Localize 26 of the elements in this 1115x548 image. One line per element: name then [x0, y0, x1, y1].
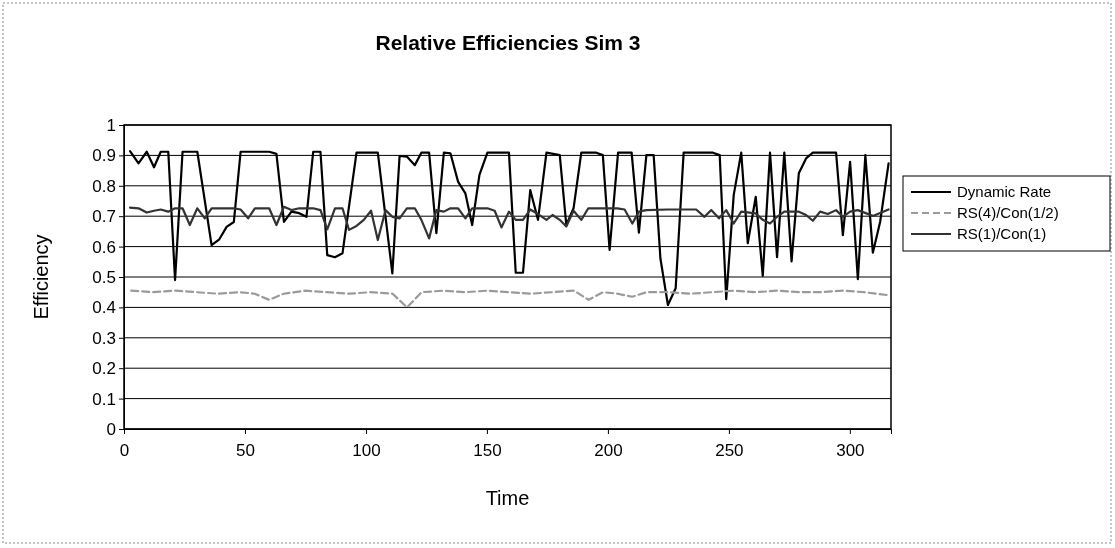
line-series — [130, 289, 890, 309]
y-axis-title: Efficiency — [30, 234, 52, 320]
x-axis-title: Time — [485, 487, 530, 509]
x-tick-label: 150 — [473, 440, 502, 460]
chart-title: Relative Efficiencies Sim 3 — [375, 31, 641, 54]
y-tick-label: 0.5 — [92, 267, 116, 287]
y-tick-label: 0.4 — [92, 298, 116, 318]
legend-label: RS(4)/Con(1/2) — [957, 204, 1059, 221]
y-tick-label: 0.3 — [92, 328, 116, 348]
y-tick-label: 1 — [106, 115, 116, 135]
y-tick-label: 0.6 — [92, 237, 116, 257]
y-tick-label: 0.7 — [92, 207, 116, 227]
y-tick-label: 0.8 — [92, 176, 116, 196]
x-tick-label: 250 — [715, 440, 744, 460]
x-tick-label: 200 — [594, 440, 623, 460]
y-tick-label: 0.1 — [92, 389, 116, 409]
legend-label: RS(1)/Con(1) — [957, 225, 1047, 242]
line-series — [128, 205, 890, 242]
x-tick-label: 50 — [236, 440, 255, 460]
y-tick-label: 0.9 — [92, 146, 116, 166]
x-tick-label: 300 — [836, 440, 865, 460]
x-tick-label: 0 — [119, 440, 130, 460]
y-tick-label: 0 — [106, 419, 116, 439]
legend-label: Dynamic Rate — [957, 183, 1052, 200]
x-tick-label: 100 — [352, 440, 381, 460]
y-tick-label: 0.2 — [92, 359, 116, 379]
